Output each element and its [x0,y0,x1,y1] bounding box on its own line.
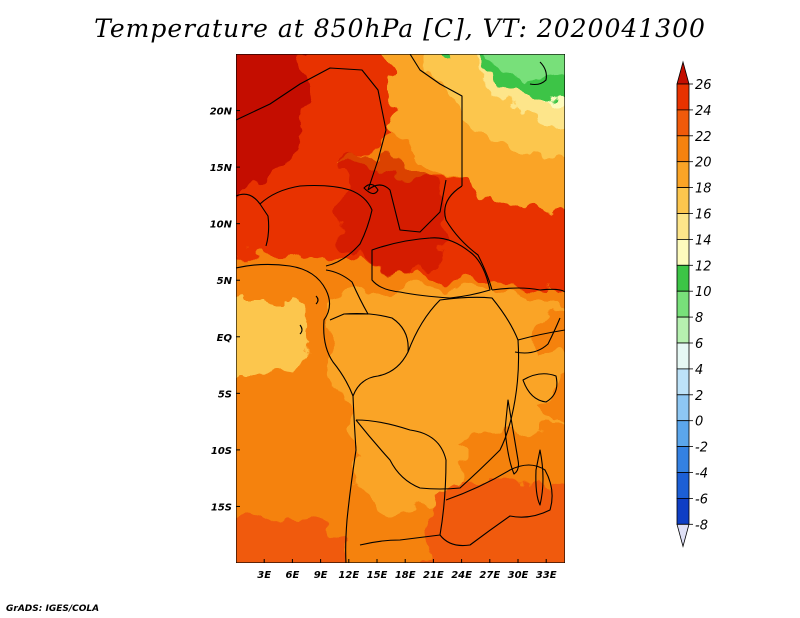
colorbar-swatch [676,290,690,318]
colorbar-label: 10 [695,285,712,300]
colorbar-label: 0 [695,415,703,430]
colorbar-swatch [676,394,690,422]
colorbar-label: -6 [695,492,708,507]
colorbar-label: 14 [695,233,712,248]
border-car [371,237,491,299]
band-coast [236,300,310,380]
border-drc [355,296,520,490]
colorbar-swatch [676,446,690,473]
border-niger-chad [367,179,447,233]
border-algeria-niger [236,67,387,191]
y-tick-label: EQ [217,333,233,344]
border-sudan-south [491,287,565,293]
y-tick-label: 10S [211,446,232,457]
colorbar-label: -2 [695,441,708,456]
colorbar-swatch [676,420,690,448]
colorbar-swatch [676,264,690,292]
colorbar-swatch [676,161,690,188]
border-cameroon [325,269,369,321]
lake-tanganyika [504,399,520,475]
colorbar-swatch [676,213,690,240]
y-axis: 20N 15N 10N 5N EQ 5S 10S 15S [210,107,240,513]
coast-islands [299,295,319,335]
y-tick-label: 15S [211,502,232,513]
colorbar-label: 2 [695,389,703,404]
x-tick-label: 9E [314,570,328,581]
colorbar-swatch [676,316,690,344]
band-zambia [422,480,565,563]
band-angola [350,406,463,514]
band-south-west [236,516,350,563]
temperature-field [236,54,565,563]
colorbar-label: -4 [695,467,708,482]
y-tick-label: 5S [218,389,232,400]
border-angola [355,419,447,546]
colorbar-swatch [676,368,690,396]
colorbar-swatch [676,238,690,266]
y-tick-label: 5N [217,276,233,287]
x-axis: 3E 6E 9E 12E 15E 18E 21E 24E 27E 30E 33E [257,559,557,581]
colorbar-label: 22 [695,130,712,145]
grads-credit: GrADS: IGES/COLA [6,604,100,614]
x-tick-label: 30E [508,570,529,581]
x-tick-label: 33E [536,570,557,581]
colorbar-bottom-triangle [676,523,690,548]
colorbar-swatch [676,472,690,499]
colorbar-label: 8 [695,311,703,326]
x-tick-label: 24E [451,570,472,581]
border-uganda [514,317,561,354]
colorbar-swatch [676,135,690,163]
border-libya-egypt [409,54,463,186]
colorbar-swatch [676,497,690,525]
x-tick-label: 27E [479,570,500,581]
nile-fragment [529,61,547,86]
x-tick-label: 18E [395,570,416,581]
lake-malawi [535,449,544,506]
colorbar-label: 24 [695,104,712,119]
colorbar-swatch [676,187,690,214]
x-tick-label: 3E [257,570,271,581]
colorbar-swatch [676,342,690,370]
colorbar-label: 6 [695,337,703,352]
border-zambia [439,464,553,547]
y-tick-label: 15N [210,163,233,174]
y-tick-label: 20N [210,107,233,118]
coastline-west [236,263,357,563]
colorbar-swatch [676,109,690,137]
lake-victoria [522,373,558,403]
x-tick-label: 6E [286,570,300,581]
band-highlands [520,356,560,410]
border-tanzania [517,329,565,341]
band-chad [340,158,447,273]
colorbar-label: 26 [695,78,712,93]
x-tick-label: 21E [423,570,444,581]
band-green-light [479,54,565,79]
boundaries [236,54,565,563]
border-nigeria [259,184,373,267]
colorbar-swatch [676,83,690,111]
colorbar-label: 12 [695,259,712,274]
chart-title: Temperature at 850hPa [C], VT: 202004130… [94,14,706,43]
border-sudan-chad [444,185,493,291]
lake-chad [363,183,379,195]
colorbar-top-triangle [676,60,690,85]
x-tick-label: 15E [367,570,388,581]
colorbar-label: 20 [695,156,712,171]
colorbar-label: 18 [695,182,712,197]
colorbar-label: -8 [695,518,708,533]
y-tick-label: 10N [210,220,233,231]
colorbar-label: 4 [695,363,703,378]
border-mali-burkina [236,193,270,247]
x-tick-label: 12E [338,570,359,581]
colorbar-label: 16 [695,208,712,223]
